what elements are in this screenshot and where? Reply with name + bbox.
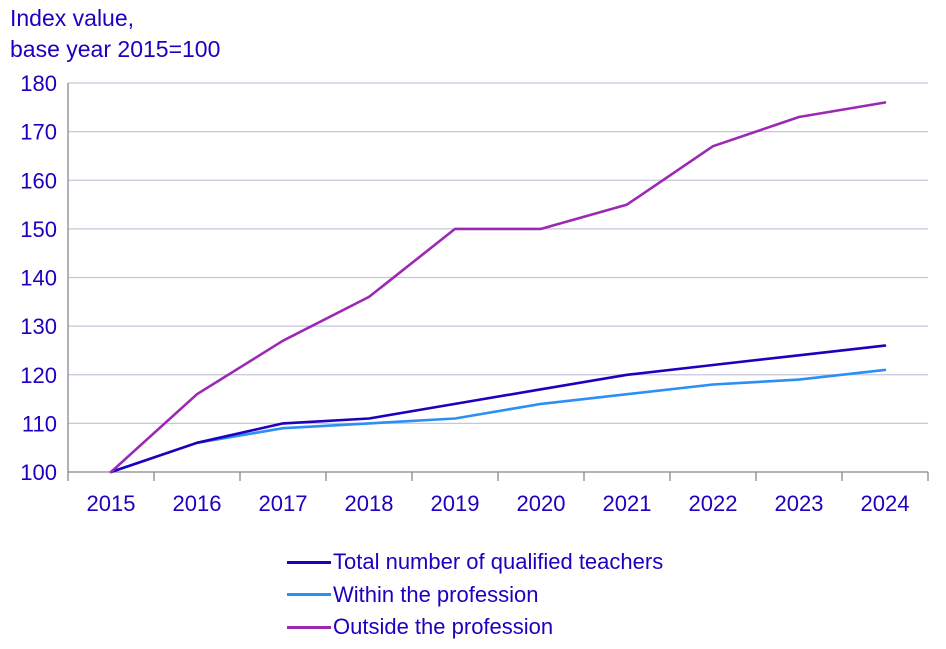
x-tick-label-2022: 2022: [689, 491, 738, 516]
legend: Total number of qualified teachers Withi…: [287, 546, 663, 644]
legend-swatch-outside: [287, 625, 331, 629]
y-axis-ticks: 100 110 120 130 140 150 160 170 180: [20, 71, 57, 485]
x-tick-label-2016: 2016: [173, 491, 222, 516]
y-axis-title-line-2: base year 2015=100: [10, 36, 221, 62]
x-tick-label-2023: 2023: [775, 491, 824, 516]
x-tick-label-2020: 2020: [517, 491, 566, 516]
legend-label-total: Total number of qualified teachers: [333, 549, 664, 575]
x-tick-label-2024: 2024: [861, 491, 910, 516]
series-line-0: [109, 344, 887, 474]
series-line-2: [109, 101, 887, 474]
x-tick-label-2019: 2019: [431, 491, 480, 516]
legend-swatch-within: [287, 593, 331, 597]
series-lines: [109, 101, 887, 474]
y-tick-label-170: 170: [20, 120, 57, 145]
legend-item-within[interactable]: Within the profession: [287, 579, 663, 612]
y-tick-label-100: 100: [20, 460, 57, 485]
legend-item-outside[interactable]: Outside the profession: [287, 611, 663, 644]
y-tick-label-140: 140: [20, 266, 57, 291]
y-axis-title-line-1: Index value,: [10, 5, 135, 31]
legend-swatch-total: [287, 560, 331, 564]
x-tick-label-2015: 2015: [87, 491, 136, 516]
x-axis-ticks: 2015 2016 2017 2018 2019 2020 2021 2022 2023 2024: [67, 472, 929, 516]
y-tick-label-110: 110: [22, 411, 57, 436]
y-tick-label-120: 120: [20, 363, 57, 388]
legend-label-within: Within the profession: [333, 581, 539, 607]
legend-label-outside: Outside the profession: [333, 614, 554, 640]
y-tick-label-150: 150: [20, 217, 57, 242]
x-tick-label-2017: 2017: [259, 491, 308, 516]
series-line-1: [109, 368, 887, 474]
y-tick-label-180: 180: [20, 71, 57, 96]
gridlines: [68, 82, 928, 425]
x-tick-label-2021: 2021: [603, 491, 652, 516]
y-tick-label-160: 160: [20, 168, 57, 193]
x-tick-label-2018: 2018: [345, 491, 394, 516]
legend-item-total[interactable]: Total number of qualified teachers: [287, 546, 663, 579]
y-tick-label-130: 130: [20, 314, 57, 339]
